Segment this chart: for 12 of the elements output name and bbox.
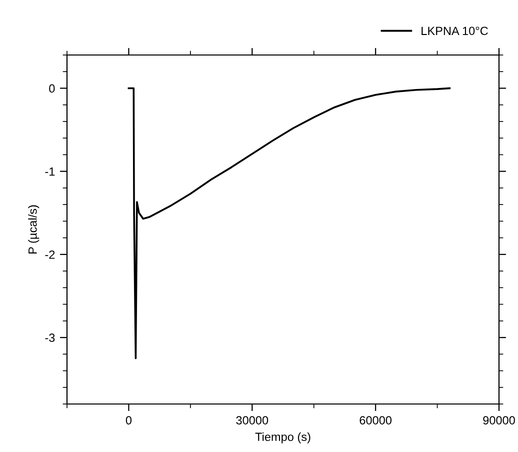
y-tick-label: -3 (45, 334, 55, 342)
y-tick-label: -1 (45, 167, 55, 176)
legend-label: LKPNA 10°C (422, 26, 488, 36)
line-series (128, 87, 451, 360)
x-tick-label: 60000 (360, 416, 392, 424)
x-tick-label: 90000 (483, 416, 515, 424)
x-tick-label: 0 (126, 416, 132, 424)
x-axis-title: Tiempo (s) (255, 432, 310, 444)
x-tick-label: 30000 (236, 416, 268, 424)
y-axis-title: P (µcal/s) (28, 205, 40, 254)
y-tick-label: 0 (49, 84, 55, 93)
y-tick-label: -2 (45, 250, 55, 259)
